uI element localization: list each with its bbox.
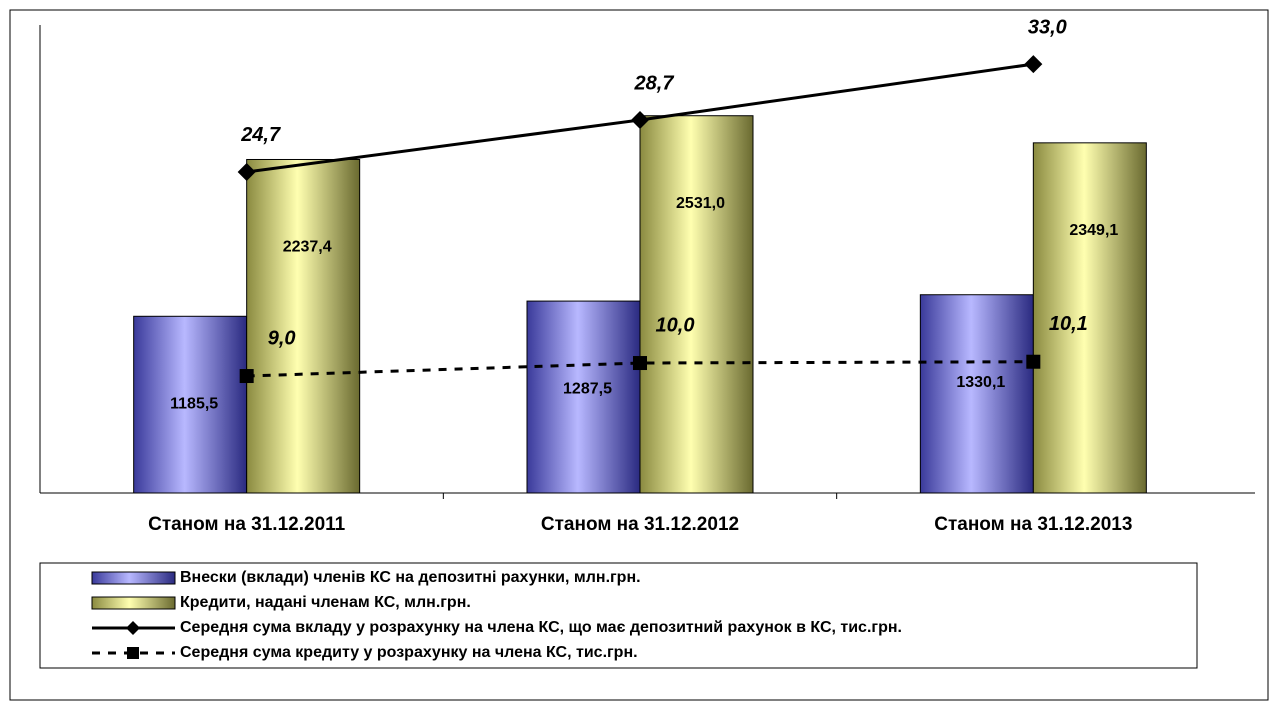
legend-swatch: [91, 571, 176, 585]
bar: [639, 115, 754, 494]
legend-label: Кредити, надані членам КС, млн.грн.: [180, 594, 471, 611]
bar: [919, 294, 1034, 494]
x-tick-label: Станом на 31.12.2013: [934, 514, 1132, 535]
legend-box: [39, 562, 1198, 669]
legend-label: Внески (вклади) членів КС на депозитні р…: [180, 569, 641, 586]
marker: [239, 369, 254, 384]
bar: [133, 315, 248, 494]
bar: [1032, 142, 1147, 494]
data-label: 2531,0: [676, 195, 725, 212]
data-label: 28,7: [634, 72, 675, 94]
data-label: 2237,4: [283, 239, 332, 256]
data-label: 9,0: [268, 327, 296, 349]
data-label: 1287,5: [563, 380, 612, 397]
data-label: 33,0: [1028, 16, 1067, 38]
frame: [9, 9, 1269, 701]
data-label: 10,1: [1049, 313, 1088, 335]
data-label: 1330,1: [956, 374, 1005, 391]
bar: [526, 300, 641, 494]
marker: [631, 110, 649, 129]
data-label: 24,7: [240, 124, 281, 146]
marker: [633, 356, 647, 371]
data-label: 10,0: [656, 314, 695, 336]
x-tick-label: Станом на 31.12.2011: [148, 514, 346, 535]
data-label: 2349,1: [1069, 222, 1118, 239]
line: [246, 360, 1034, 378]
marker: [1026, 354, 1041, 369]
bar: [246, 158, 361, 494]
legend-marker: [127, 647, 139, 659]
data-label: 1185,5: [170, 396, 218, 413]
marker: [237, 162, 256, 181]
legend-label: Середня сума кредиту у розрахунку на чле…: [180, 644, 638, 661]
x-tick-label: Станом на 31.12.2012: [541, 514, 739, 535]
marker: [1024, 55, 1043, 74]
legend-label: Середня сума вкладу у розрахунку на член…: [180, 619, 902, 636]
legend-swatch: [91, 596, 176, 610]
legend-marker: [126, 621, 140, 635]
